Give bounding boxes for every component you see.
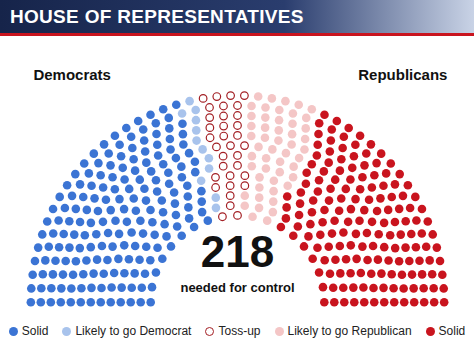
- html-text:Likely to go Republican: Likely to go Republican: [287, 324, 412, 338]
- svg-text:218: 218: [201, 227, 274, 276]
- html-text:Solid: Solid: [21, 324, 49, 338]
- html-text:Toss-up: Toss-up: [218, 324, 261, 338]
- svg-text:Republicans: Republicans: [358, 66, 447, 83]
- html-text:Likely to go Democrat: Likely to go Democrat: [75, 324, 192, 338]
- html-text:HOUSE OF REPRESENTATIVES: HOUSE OF REPRESENTATIVES: [10, 5, 304, 27]
- html-text:Solid: Solid: [438, 324, 466, 338]
- svg-text:Democrats: Democrats: [33, 66, 111, 83]
- svg-text:needed for control: needed for control: [180, 280, 294, 295]
